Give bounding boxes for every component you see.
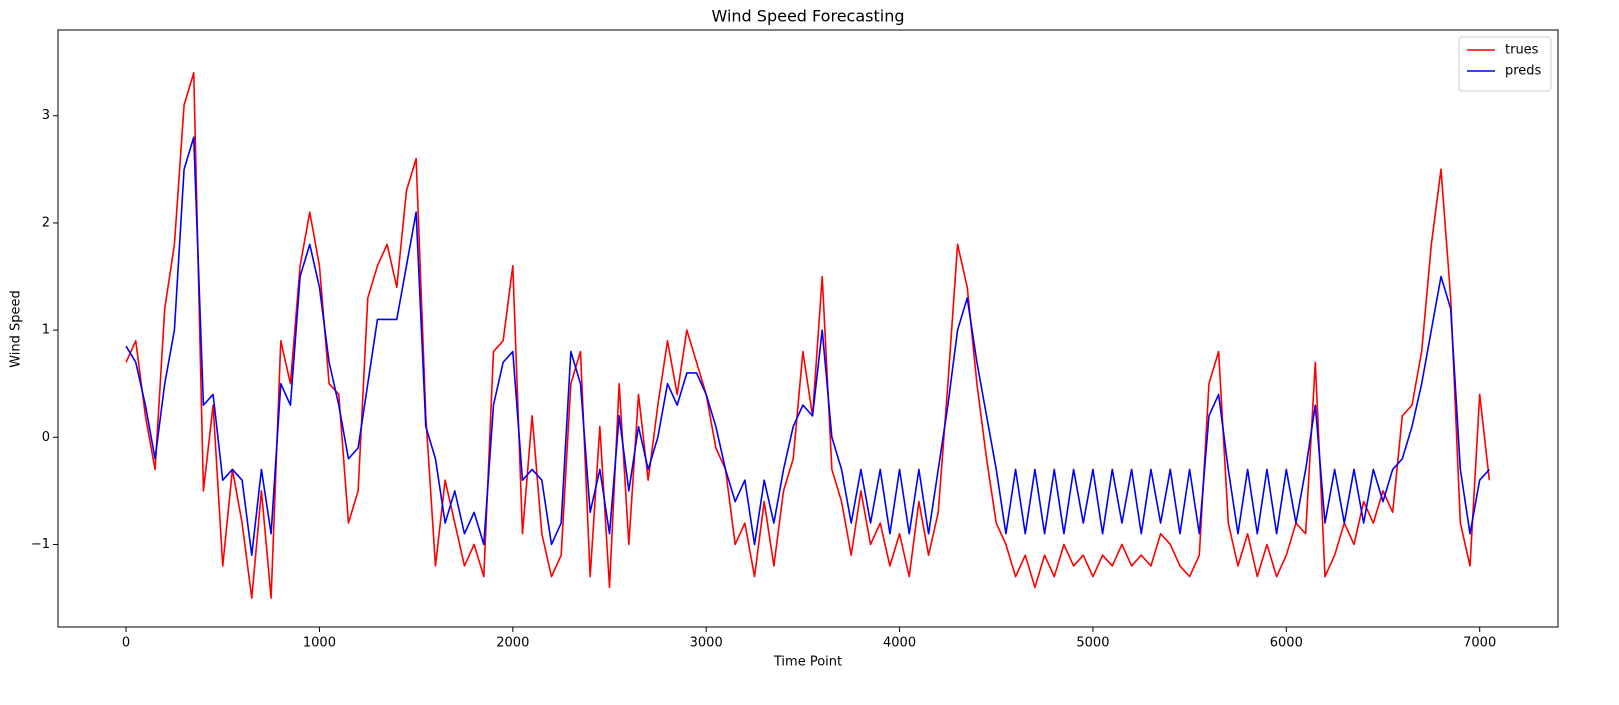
x-tick-label: 5000 xyxy=(1076,636,1109,651)
y-tick-label: 2 xyxy=(42,215,50,230)
legend-label: preds xyxy=(1505,64,1542,79)
x-tick-label: 7000 xyxy=(1463,636,1496,651)
x-tick-label: 2000 xyxy=(496,636,529,651)
legend-label: trues xyxy=(1505,43,1539,58)
x-axis-label: Time Point xyxy=(773,655,842,670)
plot-frame xyxy=(57,29,1559,628)
chart-title: Wind Speed Forecasting xyxy=(712,7,905,26)
line-series xyxy=(125,136,1490,556)
x-tick-label: 0 xyxy=(122,636,130,651)
x-tick-label: 1000 xyxy=(303,636,336,651)
y-tick-label: 0 xyxy=(42,430,50,445)
y-tick-label: 3 xyxy=(42,108,50,123)
x-tick-label: 3000 xyxy=(690,636,723,651)
y-tick-label: 1 xyxy=(42,323,50,338)
x-tick-label: 6000 xyxy=(1270,636,1303,651)
line-series xyxy=(125,72,1491,599)
x-tick-label: 4000 xyxy=(883,636,916,651)
y-tick-label: −1 xyxy=(31,537,50,552)
y-axis-label: Wind Speed xyxy=(9,290,24,368)
